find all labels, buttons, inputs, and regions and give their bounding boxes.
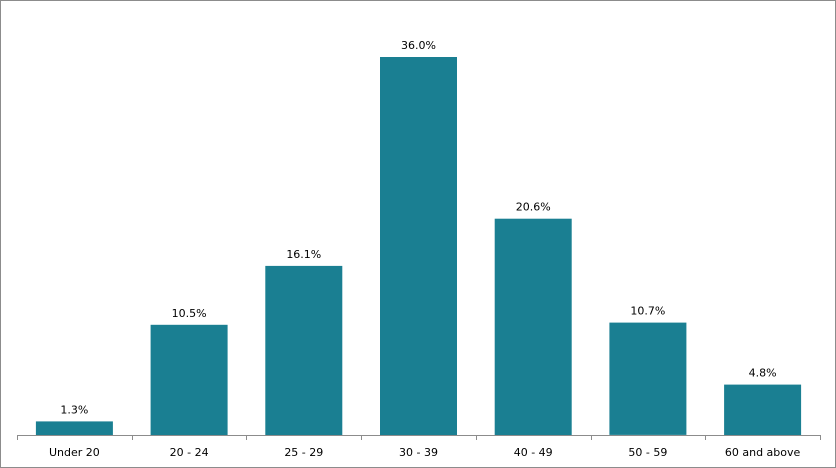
bar-3 bbox=[265, 265, 343, 435]
bar-1 bbox=[35, 421, 113, 436]
data-label-2: 10.5% bbox=[172, 307, 207, 320]
x-tick-label-7: 60 and above bbox=[725, 446, 801, 459]
data-labels-group: 1.3% 10.5% 16.1% 36.0% 20.6% 10.7% 4.8% bbox=[60, 39, 776, 416]
x-tick-label-6: 50 - 59 bbox=[628, 446, 667, 459]
x-tick-label-2: 20 - 24 bbox=[170, 446, 209, 459]
data-label-7: 4.8% bbox=[749, 367, 777, 380]
data-label-1: 1.3% bbox=[60, 403, 88, 416]
bars-group bbox=[35, 57, 802, 436]
data-label-4: 36.0% bbox=[401, 39, 436, 52]
bar-5 bbox=[494, 218, 572, 435]
x-tick-label-3: 25 - 29 bbox=[284, 446, 323, 459]
x-axis-ticks-group bbox=[17, 435, 821, 440]
bar-7 bbox=[724, 384, 802, 435]
x-tick-label-4: 30 - 39 bbox=[399, 446, 438, 459]
data-label-5: 20.6% bbox=[516, 201, 551, 214]
bar-6 bbox=[609, 322, 687, 435]
data-label-6: 10.7% bbox=[630, 305, 665, 318]
bar-2 bbox=[150, 324, 228, 436]
bar-4 bbox=[380, 57, 457, 435]
x-tick-label-1: Under 20 bbox=[49, 446, 100, 459]
x-axis-tick-labels-group: Under 20 20 - 24 25 - 29 30 - 39 40 - 49 50 -… bbox=[49, 446, 801, 459]
data-label-3: 16.1% bbox=[286, 248, 321, 261]
x-tick-label-5: 40 - 49 bbox=[514, 446, 553, 459]
